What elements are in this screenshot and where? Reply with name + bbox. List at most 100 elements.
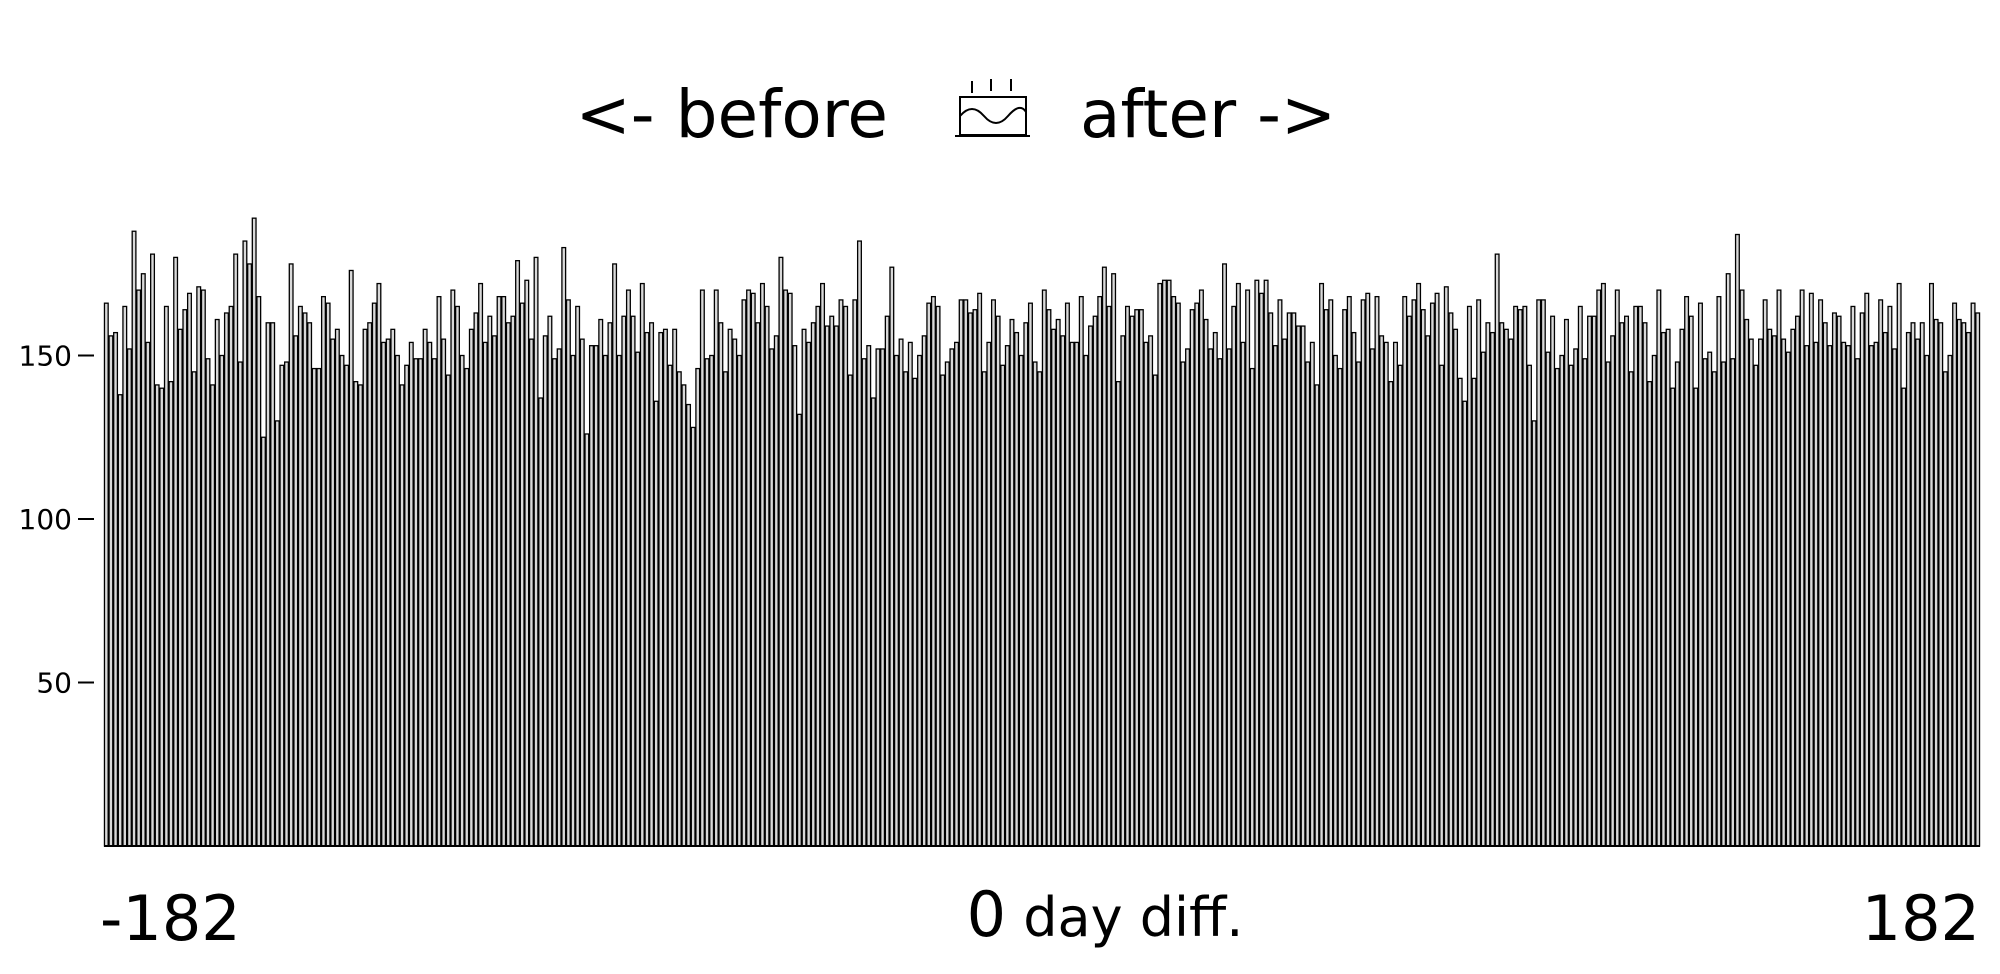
bar-day-108 — [1443, 286, 1449, 847]
bar-day-27 — [1069, 341, 1075, 847]
bar-day-148 — [1628, 371, 1634, 847]
bar-day-36 — [1111, 273, 1117, 847]
bar-day-220 — [1961, 322, 1967, 847]
bar-day-147 — [1624, 315, 1630, 847]
bar-day--160 — [205, 358, 211, 847]
bar-day--120 — [390, 328, 396, 847]
plot-area: 50 100 150 0 day diff. -182 182 — [19, 217, 1981, 955]
bar-day--133 — [330, 338, 336, 847]
bar-day--155 — [228, 305, 234, 847]
bar-day-105 — [1429, 302, 1435, 847]
bar-day-129 — [1540, 299, 1546, 847]
bar-day--31 — [801, 328, 807, 847]
bar-day--93 — [515, 260, 521, 847]
bar-day-91 — [1365, 292, 1371, 847]
bar-day-72 — [1277, 299, 1283, 847]
bar-day--49 — [718, 322, 724, 847]
bar-day--30 — [806, 341, 812, 847]
bar-day--125 — [367, 322, 373, 847]
bar-day-41 — [1134, 309, 1140, 847]
bar-day--82 — [565, 299, 571, 847]
bar-day-102 — [1416, 282, 1422, 847]
bar-day-12 — [1000, 364, 1006, 847]
bar-day-127 — [1531, 420, 1537, 847]
bar-day--141 — [293, 335, 299, 847]
bar-day-46 — [1157, 282, 1163, 847]
bar-day--101 — [478, 282, 484, 847]
bar-day-85 — [1337, 367, 1343, 847]
bar-day--39 — [764, 305, 770, 847]
bar-day-187 — [1808, 292, 1814, 847]
bar-day--7 — [912, 377, 918, 847]
bar-day-191 — [1827, 345, 1833, 847]
bar-day-38 — [1120, 335, 1126, 847]
bar-day-122 — [1508, 338, 1514, 847]
bar-day-167 — [1716, 295, 1722, 847]
bar-day-201 — [1873, 341, 1879, 847]
bar-day-151 — [1642, 322, 1648, 847]
bar-day-71 — [1272, 345, 1278, 847]
chart-title: <- before after -> — [575, 76, 1336, 153]
bar-day--147 — [265, 322, 271, 847]
bar-day-7 — [977, 292, 983, 847]
bar-day-11 — [995, 315, 1001, 847]
bar-day--117 — [404, 364, 410, 847]
bar-day-116 — [1480, 351, 1486, 847]
bar-day--169 — [163, 305, 169, 847]
bar-day-92 — [1369, 348, 1375, 847]
bar-day-204 — [1887, 305, 1893, 847]
bar-day--100 — [482, 341, 488, 847]
bar-day-56 — [1203, 318, 1209, 847]
bar-day--107 — [450, 289, 456, 847]
bar-day-109 — [1448, 312, 1454, 847]
bar-day--42 — [750, 292, 756, 847]
bar-day-16 — [1018, 354, 1024, 847]
bar-day-44 — [1148, 335, 1154, 847]
bar-day-169 — [1725, 273, 1731, 847]
bar-day-142 — [1600, 282, 1606, 847]
bar-day-61 — [1226, 348, 1232, 847]
bar-day--48 — [722, 371, 728, 847]
bar-day--165 — [182, 309, 188, 847]
bar-day--98 — [491, 335, 497, 847]
bar-day-103 — [1420, 309, 1426, 847]
bar-day--59 — [672, 328, 678, 847]
bar-day-57 — [1208, 348, 1214, 847]
bars — [103, 217, 1981, 847]
bar-day--5 — [921, 335, 927, 847]
bar-day--22 — [843, 305, 849, 847]
bar-day--58 — [676, 371, 682, 847]
bar-day-9 — [986, 341, 992, 847]
bar-day--69 — [625, 289, 631, 847]
bar-day-111 — [1457, 377, 1463, 847]
bar-day-79 — [1309, 341, 1315, 847]
bar-day-132 — [1554, 367, 1560, 847]
bar-day-211 — [1919, 322, 1925, 847]
bar-day-73 — [1282, 338, 1288, 847]
bar-day--11 — [893, 354, 899, 847]
bar-day--180 — [113, 331, 119, 847]
bar-day-128 — [1536, 299, 1542, 847]
bar-day--79 — [579, 338, 585, 847]
bar-day--37 — [773, 335, 779, 847]
bar-day-182 — [1785, 351, 1791, 847]
x-tick-label-182: 182 — [1862, 882, 1980, 955]
bar-day--102 — [473, 312, 479, 847]
bar-day-208 — [1905, 331, 1911, 847]
bar-day-164 — [1702, 358, 1708, 847]
bar-day--119 — [394, 354, 400, 847]
bar-day-18 — [1027, 302, 1033, 847]
bar-day--71 — [616, 354, 622, 847]
bar-day-153 — [1651, 354, 1657, 847]
bar-day-117 — [1485, 322, 1491, 847]
bar-day--1 — [940, 374, 946, 847]
bar-day-80 — [1314, 384, 1320, 847]
bar-day-76 — [1295, 325, 1301, 847]
bar-day-17 — [1023, 322, 1029, 847]
bar-day--96 — [501, 295, 507, 847]
bar-day--130 — [344, 364, 350, 847]
bar-day--36 — [778, 256, 784, 847]
bar-day-124 — [1517, 309, 1523, 847]
bar-day--173 — [145, 341, 151, 847]
